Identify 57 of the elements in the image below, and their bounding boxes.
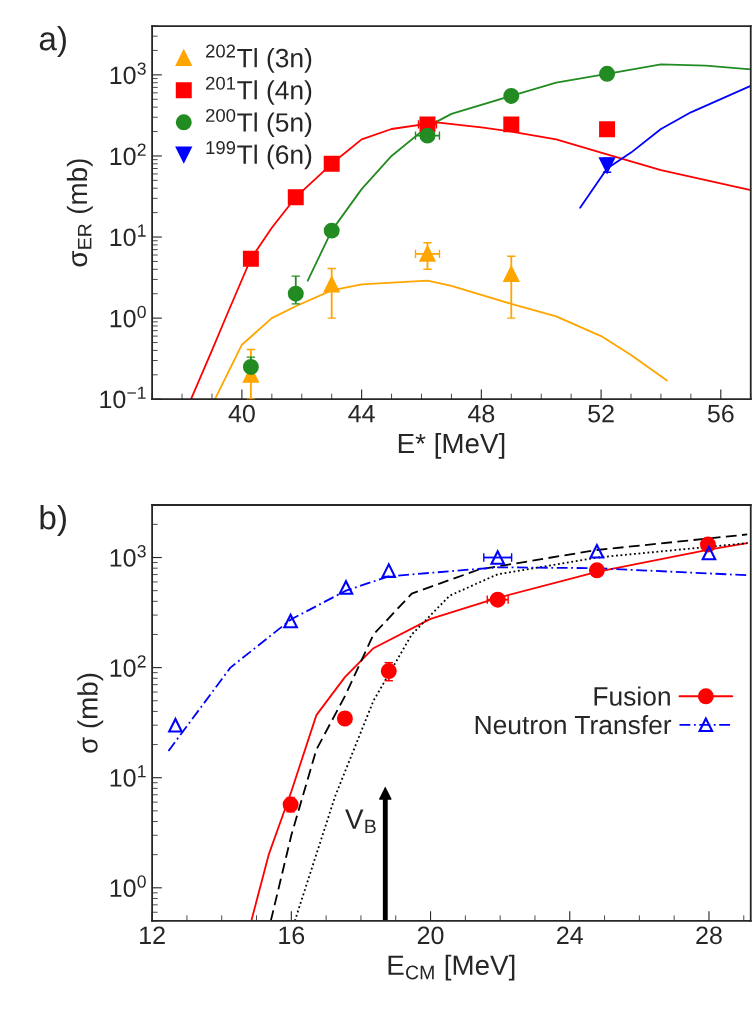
y-tick-label: 10$^{1}$ xyxy=(110,224,146,247)
point xyxy=(588,562,605,579)
x-tick-label: 40 xyxy=(228,404,255,423)
point xyxy=(323,155,340,172)
point xyxy=(589,543,605,559)
y-axis-title: σ$_{ER}$ (mb) xyxy=(66,159,93,267)
x-tick-label: 28 xyxy=(696,926,722,945)
x-tick-label: 56 xyxy=(707,404,734,423)
x-tick-label: 20 xyxy=(417,926,444,945)
point xyxy=(338,580,354,595)
point xyxy=(287,285,304,302)
x-tick-label: 48 xyxy=(468,404,495,423)
y-tick-label: 10$^{2}$ xyxy=(110,143,146,166)
point xyxy=(242,250,259,267)
point xyxy=(336,710,353,727)
legend-label: $^{200}$Tl (5n) xyxy=(206,108,312,138)
y-tick-label: 10$^{3}$ xyxy=(110,545,146,567)
y-tick-label: 10$^{1}$ xyxy=(110,765,146,787)
point xyxy=(490,550,505,565)
y-axis-title: σ (mb) xyxy=(77,673,104,753)
point xyxy=(168,717,183,733)
ref-line-label: V$_{B}$ xyxy=(345,809,376,834)
point xyxy=(489,591,506,608)
legend-label: Neutron Transfer xyxy=(475,714,672,735)
x-axis-title: E$_{CM}$ [MeV] xyxy=(388,954,515,981)
point xyxy=(419,245,436,262)
y-tick-label: 10$^{3}$ xyxy=(110,62,146,85)
y-tick-label: 10$^{2}$ xyxy=(110,655,146,677)
legend-label: $^{201}$Tl (4n) xyxy=(206,76,312,105)
point xyxy=(381,563,397,578)
y-tick-label: 10$^{0}$ xyxy=(110,875,146,898)
x-tick-label: 52 xyxy=(588,404,614,423)
x-tick-label: 16 xyxy=(279,926,305,945)
point xyxy=(599,121,616,138)
point xyxy=(419,127,436,144)
point xyxy=(503,266,520,282)
x-tick-label: 24 xyxy=(557,926,583,944)
point xyxy=(323,222,340,239)
legend-label: Fusion xyxy=(594,686,670,706)
y-tick-label: 10$^{−1}$ xyxy=(100,386,146,409)
point xyxy=(323,276,340,293)
line-series xyxy=(579,85,751,209)
point xyxy=(701,545,717,561)
point xyxy=(599,65,616,82)
point xyxy=(503,87,520,104)
legend-label: $^{202}$Tl (3n) xyxy=(206,44,312,73)
x-tick-label: 44 xyxy=(348,404,375,423)
chart-title: a) xyxy=(39,26,66,58)
x-tick-label: 12 xyxy=(140,926,165,944)
chart-title: b) xyxy=(40,504,66,537)
point xyxy=(503,116,520,133)
point xyxy=(242,358,259,375)
point xyxy=(283,613,298,629)
x-axis-title: E* [MeV] xyxy=(398,432,505,459)
point xyxy=(287,189,304,206)
legend-label: $^{199}$Tl (6n) xyxy=(206,141,312,170)
y-tick-label: 10$^{0}$ xyxy=(110,305,146,328)
